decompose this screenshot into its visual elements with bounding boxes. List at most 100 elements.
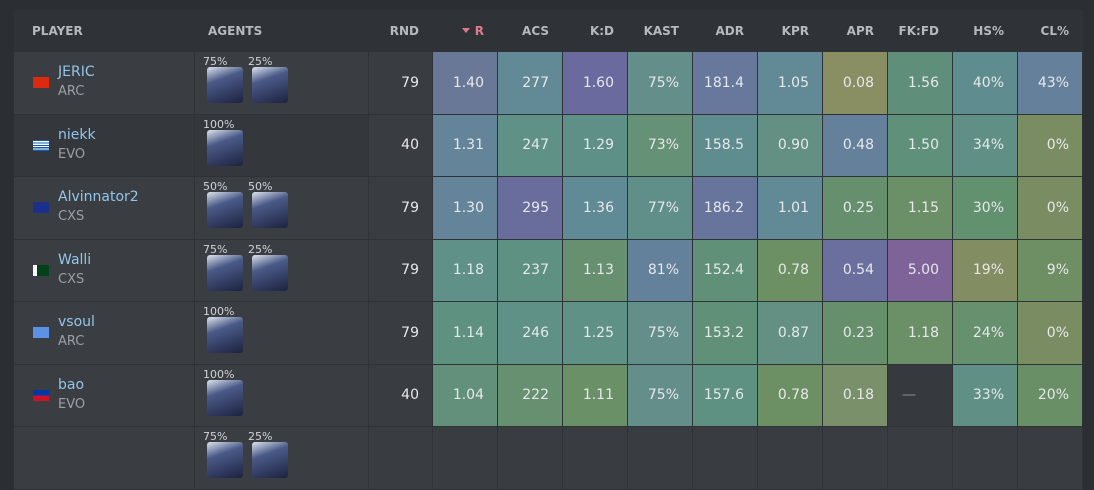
agent-usage: 100% (203, 117, 235, 131)
header-label: APR (846, 23, 874, 38)
stat-value: 77% (647, 199, 679, 216)
stat-value: 75% (647, 387, 679, 404)
stat-cell: 1.18 (888, 302, 953, 365)
stat-cell: 1.11 (563, 364, 628, 427)
header-label: R (474, 23, 484, 38)
column-header[interactable]: ADR (693, 10, 758, 52)
header-label: ACS (522, 23, 549, 38)
stat-cell: 0.90 (758, 114, 823, 177)
player-name[interactable]: Walli (58, 251, 92, 268)
stat-value: 9% (1046, 262, 1069, 279)
stat-cell: 181.4 (693, 52, 758, 115)
player-name[interactable]: JERIC (58, 64, 95, 80)
column-header[interactable]: K:D (563, 10, 628, 52)
stat-cell: 277 (498, 52, 563, 115)
stat-value: 1.25 (582, 324, 614, 341)
stat-value: 158.5 (703, 137, 744, 154)
column-header[interactable]: ACS (498, 10, 563, 52)
agent-icon (207, 379, 243, 416)
stat-value: 1.40 (452, 74, 484, 91)
sort-arrow (461, 28, 470, 33)
agent-usage: 50% (203, 180, 228, 193)
stat-value: 0.48 (842, 137, 874, 154)
stat-cell: 157.6 (693, 364, 758, 427)
stat-value: 75% (647, 324, 679, 341)
flag (33, 77, 49, 88)
stat-cell: 40% (953, 52, 1018, 115)
column-header[interactable]: KPR (758, 10, 823, 52)
stat-cell: 237 (498, 239, 563, 302)
header-label: HS% (973, 23, 1004, 38)
stats-table: PLAYER AGENTS RND R ACS K:D KAST ADR KPR APR FK:FD… (14, 10, 1083, 490)
team-tag: CXS (58, 209, 85, 224)
stat-value: 24% (972, 324, 1004, 341)
stat-value: 20% (1037, 387, 1069, 404)
player-cell: Alvinnator2 CXS (14, 177, 195, 240)
stat-cell: 0.87 (758, 302, 823, 365)
stat-cell: 158.5 (693, 114, 758, 177)
stat-value: 0.87 (777, 324, 809, 341)
rounds-cell: 79 (369, 302, 433, 365)
stat-cell: 0.25 (823, 177, 888, 240)
stat-value: 19% (972, 262, 1004, 279)
stat-cell: 0.08 (823, 52, 888, 115)
stat-value: 0.78 (777, 387, 809, 404)
agent-icon (207, 67, 243, 103)
stat-cell: 1.36 (563, 177, 628, 240)
agent-icon (207, 254, 243, 291)
header-label: FK:FD (898, 23, 939, 38)
player-cell: JERIC ARC (14, 52, 195, 115)
stat-cell (953, 427, 1018, 490)
column-header[interactable]: FK:FD (888, 10, 953, 52)
stat-value: 1.18 (907, 324, 939, 341)
column-header[interactable]: APR (823, 10, 888, 52)
stat-cell (758, 427, 823, 490)
player-name[interactable]: niekk (58, 126, 96, 143)
stat-cell: 1.31 (433, 114, 498, 177)
stat-value: 1.18 (452, 262, 484, 279)
stat-cell: 5.00 (888, 239, 953, 302)
column-header[interactable]: KAST (628, 10, 693, 52)
stat-cell: 1.05 (758, 52, 823, 115)
column-header[interactable]: R (433, 10, 498, 52)
stat-cell: 1.50 (888, 114, 953, 177)
stat-value: 1.31 (452, 137, 484, 154)
stat-value: 277 (522, 74, 549, 91)
stat-value: 75% (647, 74, 679, 91)
stat-cell (888, 427, 953, 490)
stat-value: 246 (522, 324, 549, 341)
player-cell: niekk EVO (14, 114, 195, 177)
stat-value: 295 (522, 199, 549, 216)
column-header[interactable]: HS% (953, 10, 1018, 52)
stat-cell: 0% (1018, 302, 1083, 365)
player-name[interactable]: bao (58, 376, 85, 393)
stat-value: 1.29 (582, 137, 614, 154)
stat-cell: 295 (498, 177, 563, 240)
agents-cell: 50% 50% (195, 177, 369, 240)
player-name[interactable]: vsoul (58, 314, 95, 330)
stat-value: 1.14 (452, 324, 484, 341)
flag (33, 202, 49, 213)
stat-cell: 77% (628, 177, 693, 240)
stat-value: 1.60 (582, 74, 614, 91)
column-header[interactable]: RND (369, 10, 433, 52)
team-tag: EVO (58, 396, 86, 412)
stat-value: 0.25 (842, 199, 874, 216)
stat-cell: 153.2 (693, 302, 758, 365)
stat-value: 153.2 (703, 324, 744, 341)
stat-cell: 30% (953, 177, 1018, 240)
agent-usage: 25% (248, 430, 273, 443)
stat-cell: — (888, 364, 953, 427)
column-header[interactable]: CL% (1018, 10, 1083, 52)
stat-value: 1.36 (582, 199, 614, 216)
rounds-cell: 40 (369, 364, 433, 427)
stat-cell: 1.25 (563, 302, 628, 365)
stat-value: 237 (522, 262, 549, 279)
player-cell: Walli CXS (14, 239, 195, 302)
player-name[interactable]: Alvinnator2 (58, 189, 139, 205)
stat-cell: 75% (628, 364, 693, 427)
stat-cell: 75% (628, 302, 693, 365)
agent-usage: 100% (203, 305, 235, 318)
stat-cell: 186.2 (693, 177, 758, 240)
stat-cell (628, 427, 693, 490)
